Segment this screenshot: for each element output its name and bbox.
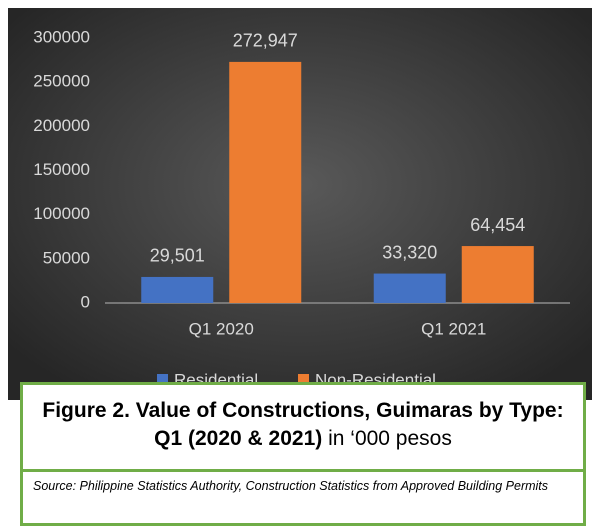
bar xyxy=(141,276,214,303)
data-label: 272,947 xyxy=(233,31,298,51)
data-label: 64,454 xyxy=(470,215,525,235)
bar xyxy=(461,246,534,303)
data-label: 29,501 xyxy=(150,246,205,266)
y-tick-label: 250000 xyxy=(33,72,90,91)
data-label: 33,320 xyxy=(382,242,437,262)
y-tick-label: 300000 xyxy=(33,27,90,46)
x-tick-label: Q1 2021 xyxy=(421,319,486,338)
source-text: Source: Philippine Statistics Authority,… xyxy=(33,479,549,493)
y-tick-label: 150000 xyxy=(33,160,90,179)
bar xyxy=(373,273,446,303)
x-tick-label: Q1 2020 xyxy=(189,319,254,338)
y-tick-label: 0 xyxy=(81,292,90,311)
chart: 0 50000 100000 150000 200000 250000 300000 Q1 2… xyxy=(8,8,592,400)
legend-swatch xyxy=(298,374,309,385)
bar xyxy=(229,61,302,303)
legend-swatch xyxy=(157,374,168,385)
y-tick-label: 200000 xyxy=(33,116,90,135)
y-tick-label: 100000 xyxy=(33,204,90,223)
caption: Figure 2. Value of Constructions, Guimar… xyxy=(20,382,586,472)
caption-title: Figure 2. Value of Constructions, Guimar… xyxy=(42,399,564,450)
source: Source: Philippine Statistics Authority,… xyxy=(20,469,586,526)
y-tick-label: 50000 xyxy=(43,248,90,267)
caption-unit: in ‘000 pesos xyxy=(328,427,452,450)
